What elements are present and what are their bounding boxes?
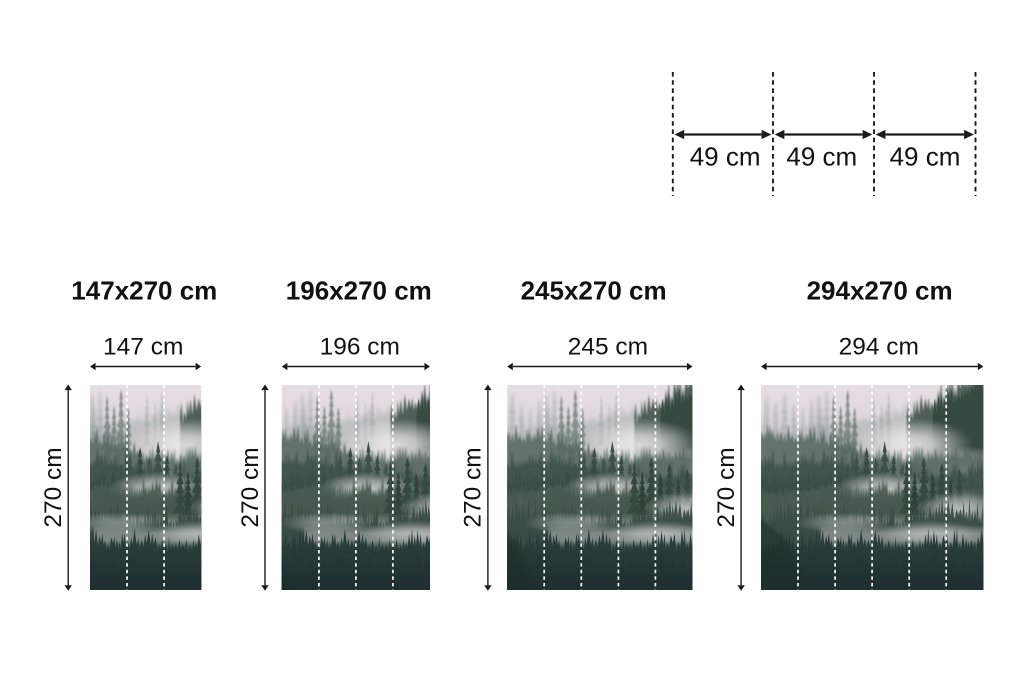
svg-text:49 cm: 49 cm: [786, 142, 857, 172]
svg-text:147 cm: 147 cm: [103, 334, 183, 361]
svg-text:245x270 cm: 245x270 cm: [521, 276, 667, 306]
svg-text:49 cm: 49 cm: [690, 142, 761, 172]
svg-text:294x270 cm: 294x270 cm: [807, 276, 953, 306]
svg-text:270 cm: 270 cm: [713, 447, 740, 527]
svg-text:196 cm: 196 cm: [320, 334, 400, 361]
svg-text:270 cm: 270 cm: [40, 447, 67, 527]
svg-text:294 cm: 294 cm: [839, 334, 919, 361]
svg-text:270 cm: 270 cm: [460, 447, 487, 527]
svg-text:245 cm: 245 cm: [568, 334, 648, 361]
svg-text:147x270 cm: 147x270 cm: [71, 276, 217, 306]
svg-text:196x270 cm: 196x270 cm: [286, 276, 432, 306]
svg-text:270 cm: 270 cm: [237, 447, 264, 527]
svg-text:49 cm: 49 cm: [890, 142, 961, 172]
